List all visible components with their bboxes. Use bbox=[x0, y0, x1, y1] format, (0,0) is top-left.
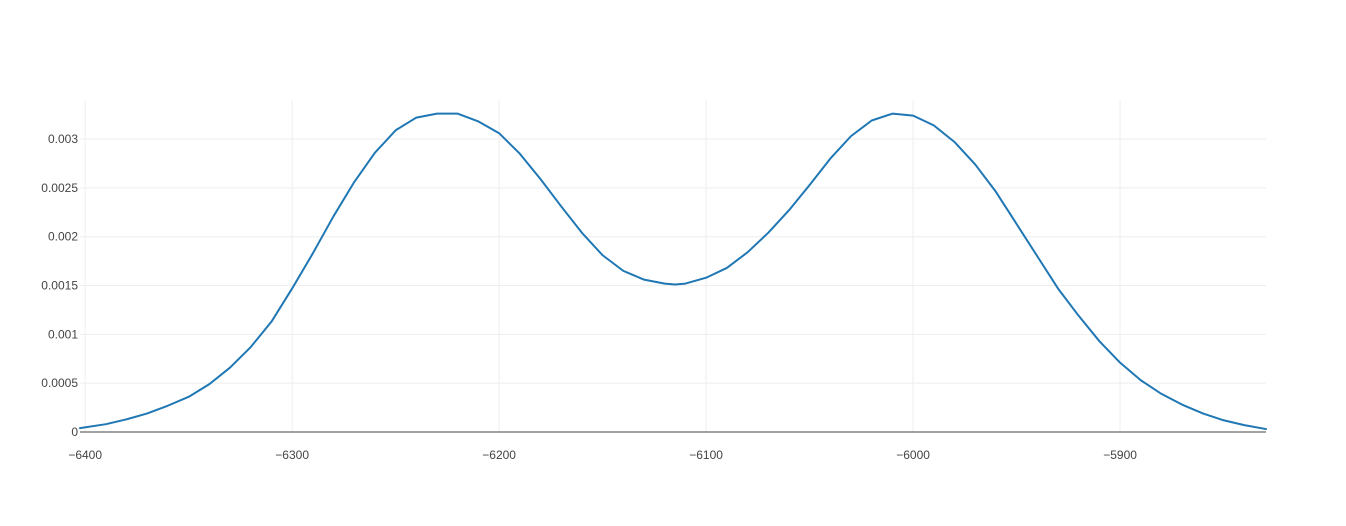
x-tick-label: −6300 bbox=[275, 448, 309, 462]
x-tick-label: −5900 bbox=[1103, 448, 1137, 462]
x-tick-label: −6000 bbox=[896, 448, 930, 462]
grid-lines bbox=[80, 100, 1266, 432]
y-axis-ticks: 0 0.0005 0.001 0.0015 0.002 0.0025 0.003 bbox=[41, 132, 78, 439]
plot-area bbox=[79, 112, 1267, 433]
series-line bbox=[79, 112, 1267, 431]
y-tick-label: 0 bbox=[71, 425, 78, 439]
y-tick-label: 0.0015 bbox=[41, 279, 78, 293]
x-axis-ticks: −6400 −6300 −6200 −6100 −6000 −5900 bbox=[68, 448, 1137, 462]
y-tick-label: 0.001 bbox=[48, 327, 78, 341]
x-tick-label: −6100 bbox=[689, 448, 723, 462]
x-tick-label: −6400 bbox=[68, 448, 102, 462]
y-tick-label: 0.0025 bbox=[41, 181, 78, 195]
x-tick-label: −6200 bbox=[482, 448, 516, 462]
y-tick-label: 0.003 bbox=[48, 132, 78, 146]
y-tick-label: 0.0005 bbox=[41, 376, 78, 390]
y-tick-label: 0.002 bbox=[48, 230, 78, 244]
